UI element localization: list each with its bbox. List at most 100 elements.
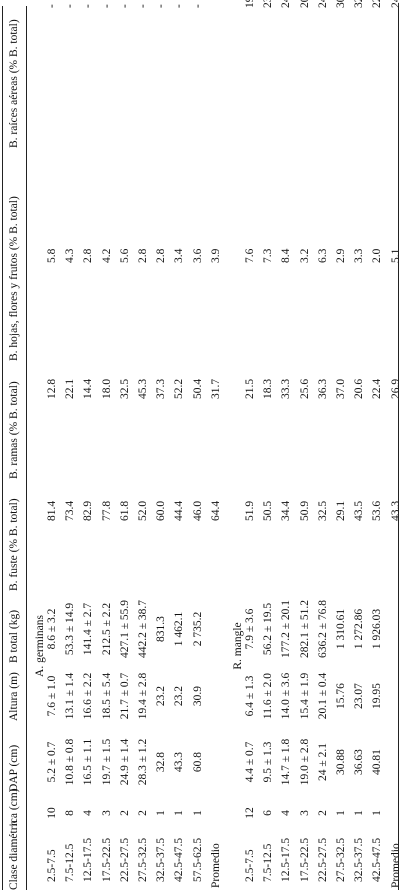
- table-cell: 50.9: [298, 500, 311, 521]
- row-label: 12.5-17.5: [82, 837, 95, 882]
- table-cell: 2.8: [137, 248, 149, 263]
- table-cell: 61.8: [118, 500, 131, 521]
- table-cell: 3.2: [298, 248, 311, 263]
- table-cell: 1 272.86: [353, 608, 366, 650]
- table-cell: 30.9: [191, 685, 204, 707]
- table-cell: 177.2 ± 20.1: [280, 599, 293, 659]
- row-label: 27.5-32.5: [137, 837, 149, 882]
- table-cell: 2.8: [155, 248, 168, 263]
- table-cell: 2.0: [371, 248, 384, 263]
- table-cell: 32.8: [155, 751, 168, 773]
- table-cell: 6.4 ± 1.3: [244, 675, 256, 717]
- table-cell: 19.95: [371, 683, 384, 709]
- table-cell: 3.4: [173, 248, 186, 263]
- table-cell: 4.4 ± 0.7: [244, 741, 256, 783]
- table-cell: 5.8: [46, 248, 58, 263]
- table-cell: 19.0: [244, 0, 256, 8]
- table-cell: 14.4: [82, 378, 95, 399]
- table-cell: 21.7 ± 0.7: [118, 672, 131, 720]
- table-cell: 24 ± 2.1: [316, 743, 329, 781]
- table-cell: 2.9: [335, 248, 347, 263]
- table-cell: 1 926.03: [371, 608, 384, 650]
- table-cell: 3: [100, 810, 113, 816]
- table-cell: 50.5: [262, 500, 275, 521]
- table-top-rule: [2, 6, 3, 890]
- table-cell: 15.76: [335, 683, 347, 709]
- table-cell: 81.4: [46, 500, 58, 521]
- table-cell: 22.4: [371, 378, 384, 399]
- table-cell: 23.8: [262, 0, 274, 8]
- table-cell: 13.1 ± 1.4: [64, 672, 77, 720]
- row-label: 12.5-17.5: [280, 837, 293, 882]
- table-cell: 37.0: [335, 378, 347, 399]
- column-header: B. fuste (% B. total): [8, 498, 20, 591]
- table-cell: 36.3: [316, 378, 329, 399]
- table-cell: 52.0: [137, 500, 149, 521]
- row-label: 17.5-22.5: [100, 837, 113, 882]
- table-cell: 3.6: [191, 248, 204, 263]
- table-cell: 1: [173, 810, 186, 816]
- table-cell: 1 462.1: [173, 611, 186, 647]
- column-header: Altura (m): [8, 672, 20, 721]
- table-cell: -: [173, 4, 186, 8]
- table-cell: -: [82, 4, 95, 8]
- table-cell: 34.4: [280, 500, 293, 521]
- table-cell: 14.0 ± 3.6: [280, 672, 293, 720]
- row-label: 32.5-37.5: [155, 837, 168, 882]
- column-header: B. ramas (% B. total): [8, 381, 20, 479]
- table-cell: 3.3: [353, 248, 366, 263]
- table-cell: 5.1: [389, 248, 402, 263]
- table-cell: 2: [316, 810, 329, 816]
- table-cell: 32.5: [316, 500, 329, 521]
- table-cell: 442.2 ± 38.7: [137, 599, 149, 659]
- table-cell: 24.0: [280, 0, 292, 8]
- column-header: n: [8, 820, 20, 826]
- row-label: 22.5-27.5: [118, 837, 131, 882]
- table-cell: 4: [280, 810, 293, 816]
- table-cell: 32.6: [353, 0, 365, 8]
- table-cell: 212.5 ± 2.2: [100, 602, 113, 656]
- table-cell: -: [100, 4, 113, 8]
- table-cell: 5.6: [118, 248, 131, 263]
- table-cell: 636.2 ± 76.8: [316, 599, 329, 659]
- table-cell: 43.5: [353, 500, 366, 521]
- table-cell: 19.0 ± 2.8: [298, 738, 311, 786]
- table-cell: 18.3: [262, 378, 275, 399]
- table-cell: 282.1 ± 51.2: [298, 599, 311, 659]
- table-cell: 2: [118, 810, 131, 816]
- table-cell: 7.6: [244, 248, 256, 263]
- table-cell: 1: [353, 810, 366, 816]
- table-cell: 22.1: [64, 378, 77, 399]
- table-cell: 45.3: [137, 378, 149, 399]
- table-cell: 56.2 ± 19.5: [262, 602, 275, 656]
- row-label: 17.5-22.5: [298, 837, 311, 882]
- table-cell: -: [46, 4, 58, 8]
- table-cell: 8.4: [280, 248, 293, 263]
- table-cell: 82.9: [82, 500, 95, 521]
- table-cell: -: [155, 4, 168, 8]
- table-cell: 1: [155, 810, 168, 816]
- table-cell: 30.9: [335, 0, 347, 8]
- table-cell: 831.3: [155, 616, 168, 642]
- table-cell: 50.4: [191, 378, 204, 399]
- table-cell: 53.3 ± 14.9: [64, 602, 77, 656]
- row-label: Promedio: [209, 843, 222, 888]
- column-header: B total (kg): [8, 609, 20, 663]
- table-cell: 10: [46, 807, 58, 819]
- table-cell: 33.3: [280, 378, 293, 399]
- row-label: 7.5-12.5: [262, 843, 275, 882]
- table-cell: 8.6 ± 3.2: [46, 608, 58, 650]
- table-cell: 16.5 ± 1.1: [82, 738, 95, 786]
- table-cell: 15.4 ± 1.9: [298, 672, 311, 720]
- column-header: B. raíces aéreas (% B. total): [8, 19, 20, 148]
- table-cell: 1: [371, 810, 384, 816]
- table-cell: 24.9 ± 1.4: [118, 738, 131, 786]
- table-cell: 7.3: [262, 248, 275, 263]
- table-cell: 77.8: [100, 500, 113, 521]
- table-cell: 10.8 ± 0.8: [64, 738, 77, 786]
- column-header: Clase diamétrica (cm): [8, 788, 20, 890]
- table-cell: 19.4 ± 2.8: [137, 672, 149, 720]
- row-label: 42.5-47.5: [371, 837, 384, 882]
- table-cell: 40.81: [371, 749, 384, 775]
